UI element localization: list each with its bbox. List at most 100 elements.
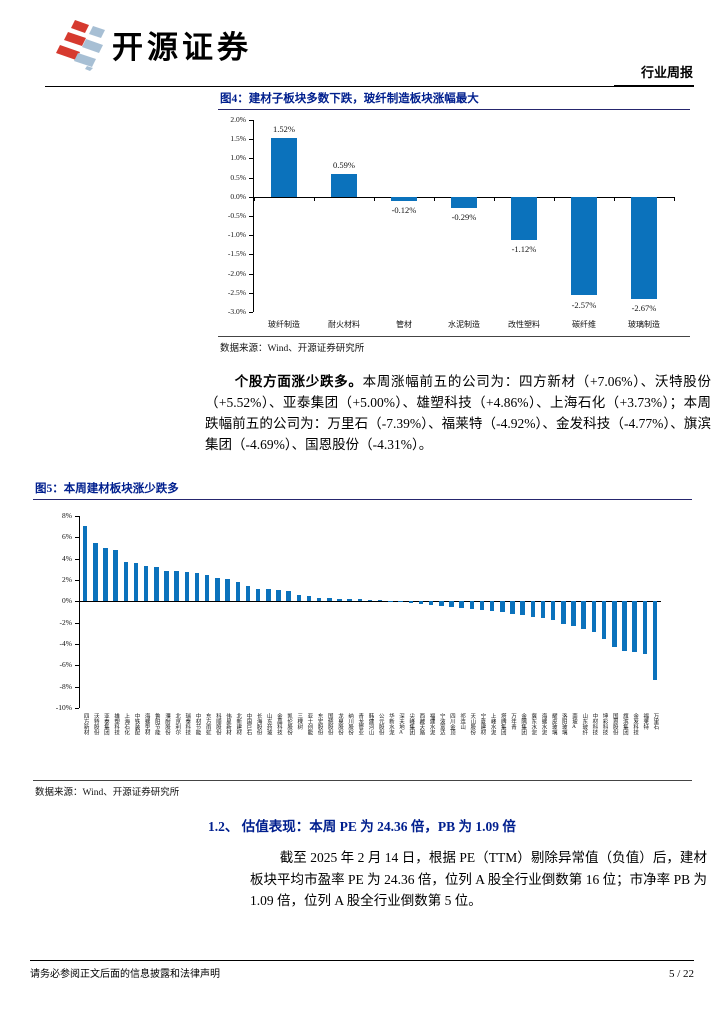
x-category-label: 尖峰集团 [408,713,415,735]
figure-4-bar-chart: 2.0% 1.5% 1.0% 0.5% 0.0% -0.5% -1.0% -1.5% -2.0%… [218,110,690,336]
y-tick-mark [75,601,79,603]
x-category-label: 国统股份 [326,713,333,735]
brand-name: 开源证券 [112,30,252,65]
y-tick-mark [249,292,253,294]
figure-4: 图4：建材子板块多数下跌，玻纤制造板块涨幅最大 2.0% 1.5% 1.0% 0.5%… [218,90,690,354]
x-category-label: 金晶科技 [275,713,282,735]
bar [143,565,149,602]
bar [391,196,417,202]
x-category-label: 瑞泰科技 [184,713,191,735]
x-category-label: 龙泉股份 [337,713,343,735]
x-category-label: 碳纤维 [572,320,596,329]
x-category-label: 水泥制造 [448,320,480,329]
x-category-label: 北京利尔 [174,713,181,735]
zero-line-tick [614,196,615,201]
bar [154,567,159,602]
bar-value-label: 1.52% [273,124,295,135]
bar [418,601,424,604]
y-tick-label: 0% [62,596,72,606]
y-tick-label: -6% [59,660,73,670]
y-tick-label: 0.5% [230,172,246,182]
footer-disclaimer: 请务必参阅正文后面的信息披露和法律声明 [30,969,220,980]
stocks-summary-paragraph: 个股方面涨少跌多。本周涨幅前五的公司为：四方新材（+7.06%）、沃特股份（+5… [205,371,711,455]
bar [489,601,495,612]
bar [510,601,515,614]
figure-4-caption: 图4：建材子板块多数下跌，玻纤制造板块涨幅最大 [218,90,690,110]
y-tick-label: 2.0% [230,115,246,124]
x-category-label: 中材科技 [591,713,598,735]
y-tick-mark [249,216,253,217]
x-category-label: 中国巨石 [245,713,252,735]
zero-line-tick [374,196,375,201]
bar [174,571,179,602]
x-category-label: 公元股份 [377,713,384,735]
bar [439,601,444,607]
bar [347,599,352,602]
bar [632,601,637,653]
y-tick-mark [249,139,253,141]
bar [520,601,525,616]
bar [215,577,220,602]
page-number: 5 / 22 [668,968,694,980]
header-divider [45,86,694,87]
bar-value-label: -2.67% [631,303,657,314]
zero-line-tick [674,196,675,201]
bar [123,561,128,602]
bar [316,597,322,602]
x-category-label: 山东玻纤 [581,713,588,735]
x-category-label: 国恩股份 [611,713,618,735]
zero-line-tick [554,196,555,201]
bar [306,596,312,602]
bar [286,590,291,602]
bar [571,601,576,627]
bar [194,573,200,602]
x-category-label: 万里石 [652,713,659,730]
x-category-label: 福莱特 [642,713,649,730]
bar [266,589,271,602]
zero-line-tick [254,196,255,201]
bar [451,196,477,208]
zero-line-tick [494,196,495,201]
bar-value-label: -0.29% [451,211,477,222]
paragraph-body: 本周涨幅前五的公司为：四方新材（+7.06%）、沃特股份（+5.52%）、亚泰集… [205,374,712,452]
bar [550,601,556,621]
x-category-label: 宁夏建材 [479,713,486,735]
x-category-label: 四川金顶 [448,713,455,735]
bar [511,196,537,240]
bar [428,601,434,605]
x-category-label: 洛阳玻璃 [560,713,567,735]
y-tick-mark [249,312,253,313]
bar [581,601,586,629]
y-axis-line [253,120,254,312]
x-category-label: 科顺股份 [214,713,221,735]
x-category-label: 北新建材 [235,713,242,735]
x-category-label: 耀皮玻璃 [550,713,557,735]
y-tick-label: -2.5% [227,287,246,297]
y-tick-mark [249,177,253,179]
y-tick-mark [249,196,253,198]
bar [540,601,546,619]
bar [164,570,169,602]
valuation-paragraph: 截至 2025 年 2 月 14 日，根据 PE（TTM）剔除异常值（负值）后，… [250,850,707,908]
zero-axis-line [79,601,661,603]
figure-5-caption: 图5：本周建材板块涨少跌多 [33,480,692,500]
y-tick-label: -1.0% [227,230,246,240]
zero-line-tick [434,196,435,201]
y-tick-label: -1.5% [227,249,246,259]
x-category-label: 祁连山 [459,713,466,730]
x-category-label: 中铁装配 [133,713,140,735]
x-category-label: 四方新材 [82,713,89,735]
bar [235,581,240,602]
y-tick-label: 0.0% [230,191,246,201]
x-category-label: 玻璃制造 [628,320,660,329]
bar [337,598,342,602]
page-footer: 请务必参阅正文后面的信息披露和法律声明 5 / 22 [30,960,694,980]
x-category-label: 亚泰集团 [102,713,109,735]
bar [459,601,464,609]
y-tick-label: -2% [59,617,73,627]
bar-value-label: -2.57% [571,299,597,310]
x-category-label: 青龙管业 [357,713,364,735]
x-category-label: 韩建河山 [367,713,374,735]
x-category-label: 山东药玻 [265,713,272,735]
x-category-label: 旗滨集团 [621,713,628,735]
